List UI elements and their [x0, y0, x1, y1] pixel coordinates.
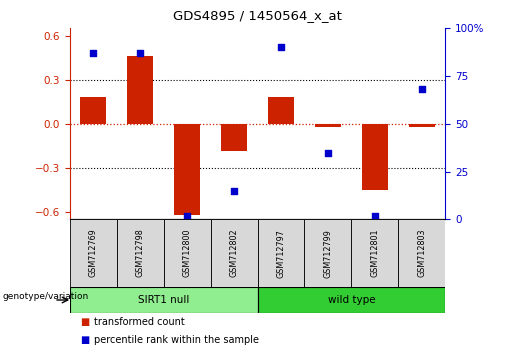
Text: GSM712797: GSM712797 — [277, 229, 285, 278]
Text: GSM712798: GSM712798 — [135, 229, 145, 278]
Point — [230, 188, 238, 194]
Bar — [164, 219, 211, 287]
Bar — [304, 219, 352, 287]
Bar — [116, 219, 164, 287]
Text: ■: ■ — [80, 318, 89, 327]
Bar — [211, 219, 258, 287]
Bar — [127, 56, 153, 124]
Bar — [70, 287, 258, 313]
Bar — [70, 219, 116, 287]
Point — [89, 50, 97, 56]
Text: wild type: wild type — [328, 295, 375, 305]
Text: transformed count: transformed count — [94, 318, 185, 327]
Bar — [352, 219, 399, 287]
Bar — [80, 97, 106, 124]
Bar — [258, 287, 445, 313]
Bar — [174, 124, 200, 215]
Bar — [399, 219, 445, 287]
Text: SIRT1 null: SIRT1 null — [138, 295, 189, 305]
Bar — [362, 124, 388, 190]
Text: GSM712800: GSM712800 — [182, 229, 192, 278]
Text: genotype/variation: genotype/variation — [3, 292, 89, 301]
Point — [277, 45, 285, 50]
Point — [371, 213, 379, 218]
Text: GSM712802: GSM712802 — [230, 229, 238, 278]
Text: GSM712803: GSM712803 — [418, 229, 426, 278]
Bar — [258, 219, 304, 287]
Point — [418, 87, 426, 92]
Point — [183, 213, 191, 218]
Text: ■: ■ — [80, 335, 89, 345]
Point — [136, 50, 144, 56]
Bar — [221, 124, 247, 151]
Bar — [409, 124, 435, 127]
Text: GSM712769: GSM712769 — [89, 229, 97, 278]
Text: GDS4895 / 1450564_x_at: GDS4895 / 1450564_x_at — [173, 9, 342, 22]
Text: GSM712799: GSM712799 — [323, 229, 333, 278]
Text: percentile rank within the sample: percentile rank within the sample — [94, 335, 259, 345]
Text: GSM712801: GSM712801 — [370, 229, 380, 278]
Point — [324, 150, 332, 155]
Bar — [315, 124, 341, 127]
Bar — [268, 97, 294, 124]
